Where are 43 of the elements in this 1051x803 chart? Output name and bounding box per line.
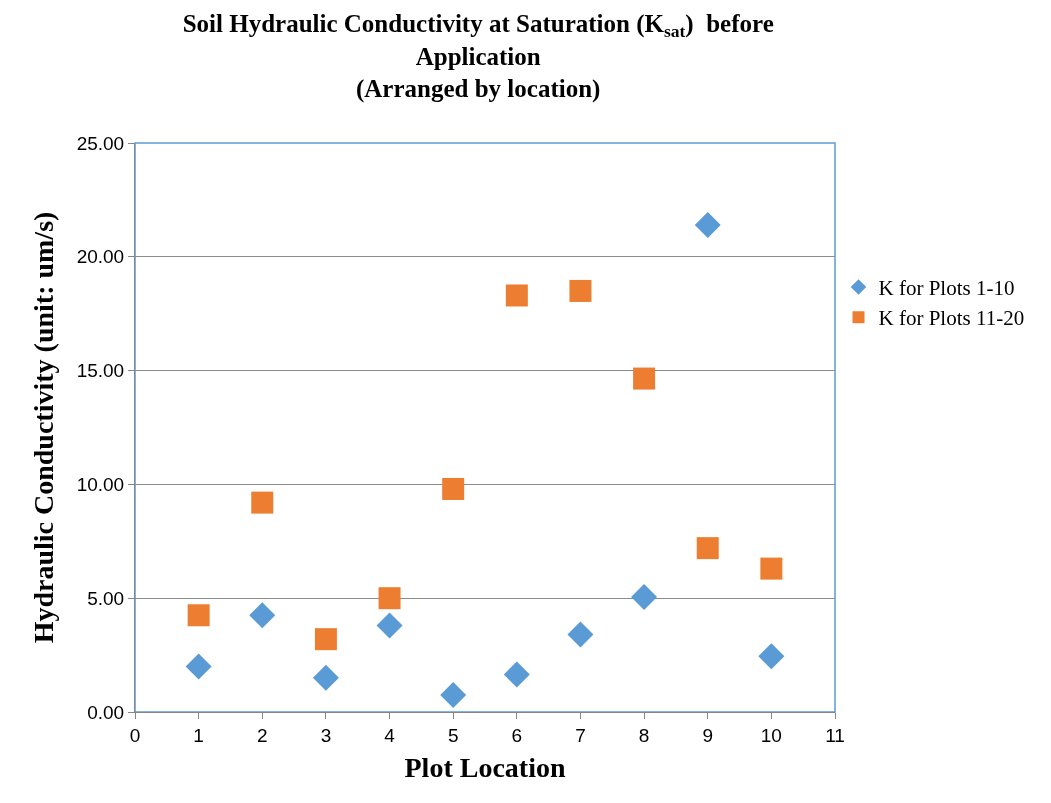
x-tick-label: 3 [320,724,332,746]
point [503,661,530,688]
x-tick-label: 8 [638,724,650,746]
y-tick-label: 15.00 [76,360,125,382]
point [314,628,337,651]
point [633,367,656,390]
y-axis-title: Hydraulic Conductivity (unit: um/s) [28,211,60,644]
point [440,681,467,708]
point [251,491,274,514]
point [249,602,276,629]
point [505,284,528,307]
x-tick-label: 10 [760,724,782,746]
x-tick-label: 9 [702,724,714,746]
x-tick-label: 6 [511,724,523,746]
point [185,653,212,680]
point [758,643,785,670]
x-tick-label: 5 [447,724,459,746]
x-tick-label: 2 [256,724,268,746]
point [376,612,403,639]
y-tick-label: 10.00 [76,474,125,496]
point [378,587,401,610]
x-tick-label: 0 [129,724,141,746]
chart-title: Soil Hydraulic Conductivity at Saturation (K$_{sat}$) before Application (Arranged by location) [182,10,774,103]
point [569,279,592,302]
point [567,621,594,648]
point [312,664,339,691]
y-tick-label: 5.00 [87,587,125,609]
x-axis-title: Plot Location [404,751,566,783]
legend-label: K for Plots 11-20 [878,306,1025,331]
point [187,604,210,627]
y-tick-label: 20.00 [76,246,125,268]
point [442,477,465,500]
x-tick-label: 7 [575,724,586,746]
legend-label: K for Plots 1-10 [878,276,1015,301]
point [760,557,783,580]
y-tick-label: 25.00 [76,132,125,154]
point [631,584,658,611]
y-tick-label: 0.00 [87,701,125,723]
x-tick-label: 1 [193,724,204,746]
point [694,211,721,238]
x-tick-label: 4 [384,724,396,746]
x-tick-label: 11 [825,724,845,746]
point [696,537,719,560]
